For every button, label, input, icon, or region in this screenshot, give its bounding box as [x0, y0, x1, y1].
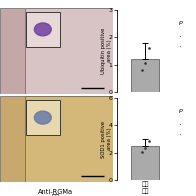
Text: ·: · [178, 131, 181, 140]
Bar [26, 12, 60, 47]
Circle shape [34, 111, 51, 124]
Circle shape [34, 23, 51, 36]
Point [147, 47, 150, 50]
Bar [25, 96, 113, 182]
Text: 抗体: 抗体 [52, 194, 60, 196]
Bar [25, 8, 113, 94]
Point [140, 68, 143, 71]
Bar [25, 96, 113, 182]
Point [144, 147, 147, 150]
Bar [0, 96, 25, 182]
Point [147, 140, 150, 143]
Bar [26, 100, 60, 135]
Text: ·: · [178, 33, 181, 42]
Y-axis label: SOD1 positive
area (%): SOD1 positive area (%) [101, 121, 112, 158]
Text: p: p [178, 20, 182, 25]
Bar [131, 146, 160, 180]
Text: Anti-RGMa: Anti-RGMa [38, 189, 74, 195]
Bar [131, 59, 160, 92]
Bar [25, 8, 113, 94]
Text: ·: · [178, 43, 181, 52]
Text: p: p [178, 108, 182, 113]
Point [140, 151, 143, 154]
Point [144, 62, 147, 65]
Bar [0, 8, 25, 94]
Y-axis label: Ubiquitin positive
area (%): Ubiquitin positive area (%) [101, 28, 112, 74]
Text: ·: · [178, 121, 181, 130]
